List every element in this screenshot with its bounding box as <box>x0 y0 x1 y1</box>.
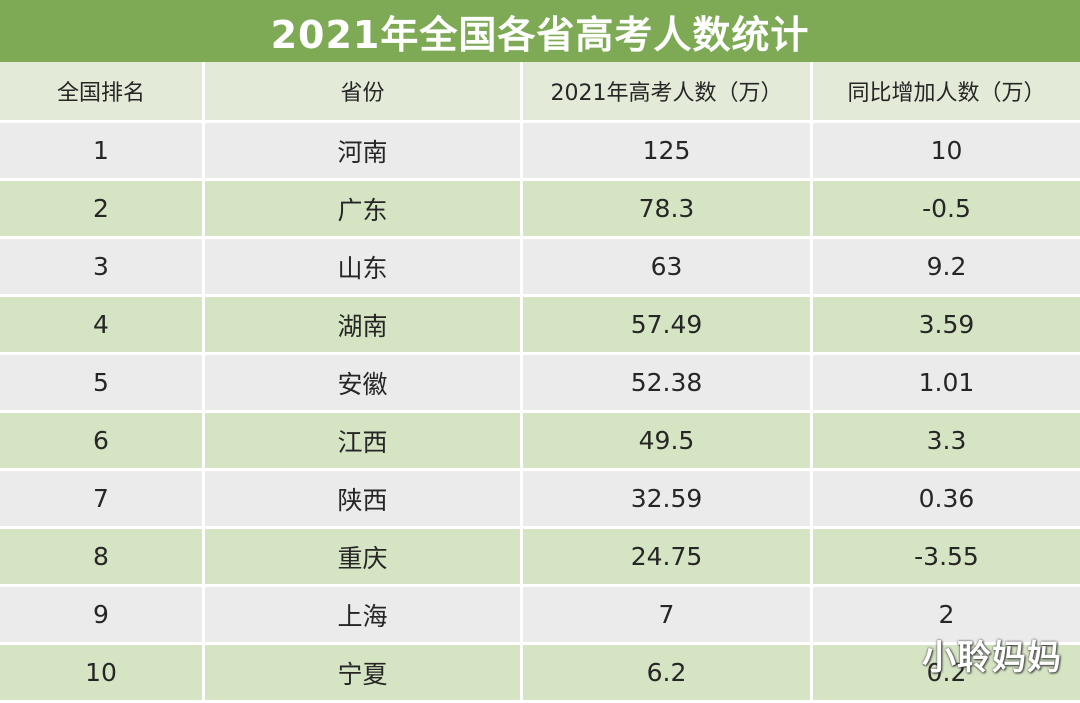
change-cell: -0.5 <box>813 181 1080 239</box>
count-cell: 57.49 <box>523 297 813 355</box>
table-row: 3 山东 63 9.2 <box>0 239 1080 297</box>
table-row: 2 广东 78.3 -0.5 <box>0 181 1080 239</box>
page-title: 2021年全国各省高考人数统计 <box>270 12 810 57</box>
province-cell: 陕西 <box>205 471 523 529</box>
province-cell: 江西 <box>205 413 523 471</box>
stats-table-container: 全国排名 省份 2021年高考人数（万） 同比增加人数（万） 1 河南 125 … <box>0 62 1080 703</box>
change-cell: 2 <box>813 587 1080 645</box>
province-cell: 重庆 <box>205 529 523 587</box>
change-cell: -3.55 <box>813 529 1080 587</box>
watermark-text: 小聆妈妈 <box>922 638 1062 678</box>
rank-cell: 1 <box>0 123 205 181</box>
column-header-change: 同比增加人数（万） <box>813 62 1080 123</box>
count-cell: 49.5 <box>523 413 813 471</box>
change-cell: 3.59 <box>813 297 1080 355</box>
rank-cell: 3 <box>0 239 205 297</box>
count-cell: 78.3 <box>523 181 813 239</box>
province-cell: 广东 <box>205 181 523 239</box>
rank-cell: 5 <box>0 355 205 413</box>
table-header-row: 全国排名 省份 2021年高考人数（万） 同比增加人数（万） <box>0 62 1080 123</box>
table-row: 9 上海 7 2 <box>0 587 1080 645</box>
count-cell: 6.2 <box>523 645 813 703</box>
rank-cell: 9 <box>0 587 205 645</box>
change-cell: 3.3 <box>813 413 1080 471</box>
change-cell: 1.01 <box>813 355 1080 413</box>
table-row: 4 湖南 57.49 3.59 <box>0 297 1080 355</box>
table-row: 8 重庆 24.75 -3.55 <box>0 529 1080 587</box>
table-row: 7 陕西 32.59 0.36 <box>0 471 1080 529</box>
count-cell: 24.75 <box>523 529 813 587</box>
province-cell: 上海 <box>205 587 523 645</box>
count-cell: 63 <box>523 239 813 297</box>
table-row: 5 安徽 52.38 1.01 <box>0 355 1080 413</box>
table-row: 1 河南 125 10 <box>0 123 1080 181</box>
count-cell: 125 <box>523 123 813 181</box>
province-cell: 宁夏 <box>205 645 523 703</box>
title-banner: 2021年全国各省高考人数统计 <box>0 0 1080 62</box>
rank-cell: 6 <box>0 413 205 471</box>
column-header-province: 省份 <box>205 62 523 123</box>
table-row: 6 江西 49.5 3.3 <box>0 413 1080 471</box>
rank-cell: 8 <box>0 529 205 587</box>
change-cell: 10 <box>813 123 1080 181</box>
rank-cell: 10 <box>0 645 205 703</box>
count-cell: 7 <box>523 587 813 645</box>
column-header-rank: 全国排名 <box>0 62 205 123</box>
province-cell: 山东 <box>205 239 523 297</box>
change-cell: 9.2 <box>813 239 1080 297</box>
province-cell: 安徽 <box>205 355 523 413</box>
rank-cell: 4 <box>0 297 205 355</box>
change-cell: 0.2 <box>813 645 1080 703</box>
province-cell: 湖南 <box>205 297 523 355</box>
rank-cell: 2 <box>0 181 205 239</box>
change-cell: 0.36 <box>813 471 1080 529</box>
rank-cell: 7 <box>0 471 205 529</box>
count-cell: 32.59 <box>523 471 813 529</box>
count-cell: 52.38 <box>523 355 813 413</box>
province-cell: 河南 <box>205 123 523 181</box>
stats-table: 全国排名 省份 2021年高考人数（万） 同比增加人数（万） 1 河南 125 … <box>0 62 1080 703</box>
column-header-count: 2021年高考人数（万） <box>523 62 813 123</box>
table-row: 10 宁夏 6.2 0.2 <box>0 645 1080 703</box>
